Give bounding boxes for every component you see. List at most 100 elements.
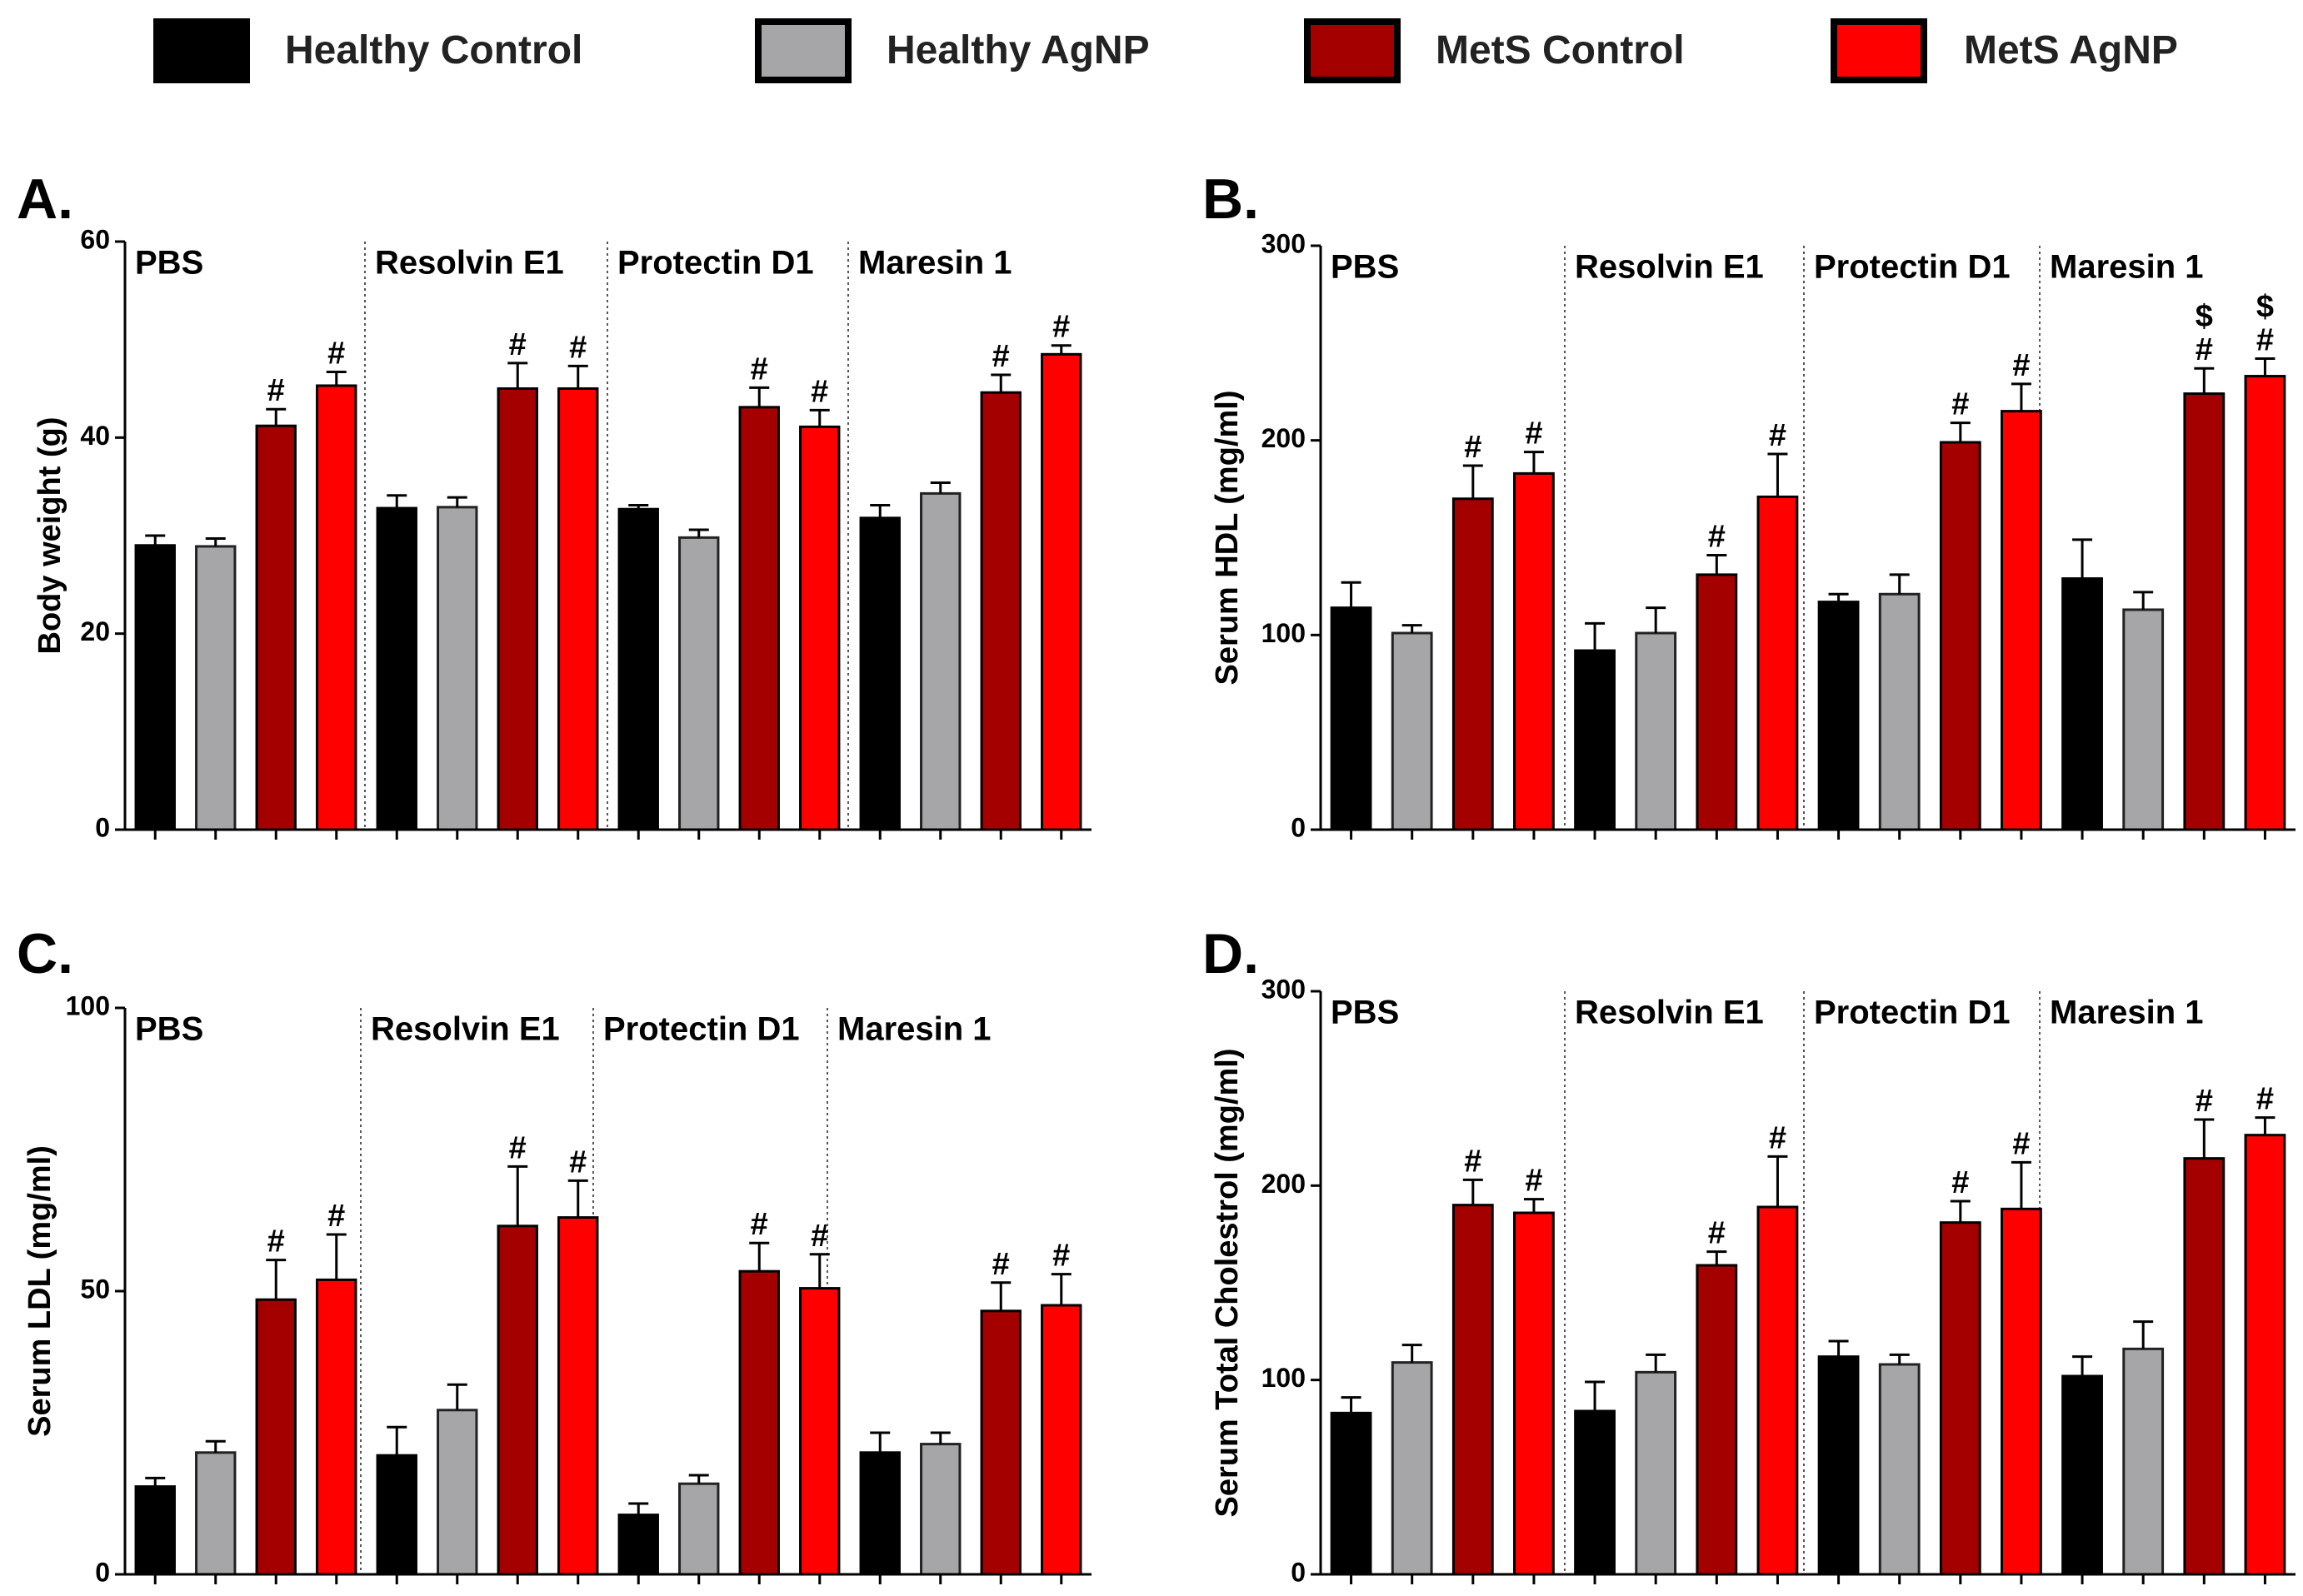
significance-marker: # [509,1130,527,1165]
legend-label: Healthy Control [285,28,582,72]
y-tick-label: 200 [1261,423,1306,453]
bar-mets-agnp-pbs [1513,1211,1555,1576]
bar-healthy-agnp-resolvin-e1 [1635,1370,1677,1576]
group-label-resolvin-e1: Resolvin E1 [371,1011,560,1048]
bar-mets-control-maresin-1 [2183,392,2226,831]
bar-mets-control-protectin-d1 [1939,1221,1981,1576]
bar-healthy-agnp-pbs [1391,1361,1433,1576]
significance-marker: # [2196,1084,2213,1119]
legend-swatch [755,18,852,83]
bar-healthy-control-protectin-d1 [1817,601,1860,831]
group-label-protectin-d1: Protectin D1 [603,1011,800,1048]
significance-marker: # [2012,1126,2030,1161]
significance-marker: # [327,336,345,371]
group-label-pbs: PBS [135,1011,203,1048]
legend-item-healthy-control: Healthy Control [153,18,582,83]
group-label-maresin-1: Maresin 1 [858,245,1012,282]
y-tick-label: 40 [80,421,110,451]
bar-mets-agnp-resolvin-e1 [557,1216,599,1576]
bar-mets-agnp-resolvin-e1 [557,387,599,831]
y-tick-label: 300 [1261,974,1306,1004]
bar-healthy-agnp-pbs [195,1451,237,1576]
significance-marker: # [1769,1120,1786,1155]
group-label-pbs: PBS [1331,995,1399,1031]
significance-marker: # [1052,310,1070,345]
bar-mets-agnp-resolvin-e1 [1756,1205,1799,1576]
bar-mets-agnp-maresin-1 [2244,1134,2286,1576]
bar-healthy-control-protectin-d1 [1817,1355,1860,1576]
y-axis-title: Serum Total Cholestrol (mg/ml) [1210,1048,1245,1517]
significance-marker: # [509,327,527,362]
chart-panel-b: B. Serum HDL (mg/ml) PBS Resolvin E1 Protect… [1202,167,2296,842]
group-label-pbs: PBS [135,245,203,282]
panel-label: A. [17,167,73,231]
group-label-resolvin-e1: Resolvin E1 [1575,995,1764,1031]
group-label-resolvin-e1: Resolvin E1 [1575,249,1764,286]
panel-label: C. [17,922,73,985]
significance-marker: # [569,330,587,365]
group-label-pbs: PBS [1331,249,1399,286]
y-tick-label: 20 [80,616,110,646]
bar-healthy-agnp-resolvin-e1 [437,1409,478,1576]
y-tick-label: 0 [1291,1557,1306,1587]
bar-healthy-agnp-maresin-1 [920,491,962,831]
significance-marker: # [267,1224,285,1259]
bar-healthy-control-resolvin-e1 [1574,1409,1616,1576]
significance-marker: $ [2256,290,2274,325]
significance-marker: # [1525,416,1542,451]
bar-healthy-agnp-maresin-1 [920,1443,962,1576]
bar-mets-agnp-pbs [316,1278,357,1576]
bar-healthy-control-maresin-1 [2061,577,2103,831]
chart-panel-d: D. Serum Total Cholestrol (mg/ml) PBS Resol… [1202,922,2296,1587]
legend-label: Healthy AgNP [887,28,1150,72]
group-label-protectin-d1: Protectin D1 [1814,995,2011,1031]
y-tick-label: 100 [1261,1363,1306,1393]
bar-healthy-agnp-maresin-1 [2122,1347,2165,1576]
bar-healthy-control-resolvin-e1 [376,1454,417,1576]
significance-marker: # [1708,1216,1726,1251]
chart-panel-a: A. Body weight (g) PBS Resolvin E1 Protectin… [17,167,1092,842]
bar-mets-agnp-protectin-d1 [799,1287,841,1576]
legend-label: MetS AgNP [1964,28,2178,72]
group-label-maresin-1: Maresin 1 [2050,249,2204,286]
significance-marker: # [267,373,285,408]
legend: Healthy Control Healthy AgNP MetS Control M… [153,18,2178,83]
bar-mets-control-maresin-1 [980,391,1022,831]
bar-mets-agnp-protectin-d1 [799,425,841,831]
significance-marker: # [751,352,768,387]
y-tick-label: 0 [95,1557,110,1587]
y-tick-label: 50 [80,1274,110,1304]
bar-mets-agnp-maresin-1 [2244,375,2286,831]
significance-marker: # [811,1219,828,1254]
significance-marker: # [2196,332,2213,367]
group-label-maresin-1: Maresin 1 [837,1011,992,1048]
panel-label: D. [1202,922,1259,985]
bar-healthy-agnp-resolvin-e1 [437,506,478,831]
legend-item-healthy-agnp: Healthy AgNP [755,18,1150,83]
bar-healthy-control-resolvin-e1 [376,506,417,831]
bar-healthy-control-protectin-d1 [617,1514,659,1576]
y-axis-title: Serum LDL (mg/ml) [22,1145,57,1437]
y-tick-label: 0 [95,812,110,842]
significance-marker: # [1464,1144,1481,1179]
group-label-protectin-d1: Protectin D1 [1814,249,2011,286]
y-tick-label: 300 [1261,228,1306,258]
bar-mets-agnp-maresin-1 [1041,1304,1082,1576]
bar-mets-agnp-protectin-d1 [2001,410,2042,831]
bar-mets-agnp-pbs [1513,471,1555,831]
significance-marker: # [751,1207,768,1242]
bar-healthy-agnp-protectin-d1 [1878,592,1921,831]
significance-marker: # [569,1145,587,1180]
bar-mets-control-maresin-1 [980,1309,1022,1576]
y-tick-label: 100 [66,990,110,1020]
y-axis-title: Serum HDL (mg/ml) [1210,390,1245,685]
bar-healthy-control-pbs [134,1485,176,1576]
significance-marker: # [1464,430,1481,465]
y-tick-label: 200 [1261,1169,1306,1199]
significance-marker: $ [2196,299,2213,334]
significance-marker: # [811,374,828,409]
bar-healthy-control-pbs [1330,606,1372,831]
bar-mets-agnp-protectin-d1 [2001,1207,2042,1576]
group-label-protectin-d1: Protectin D1 [617,245,814,282]
bar-healthy-agnp-protectin-d1 [678,1482,720,1576]
